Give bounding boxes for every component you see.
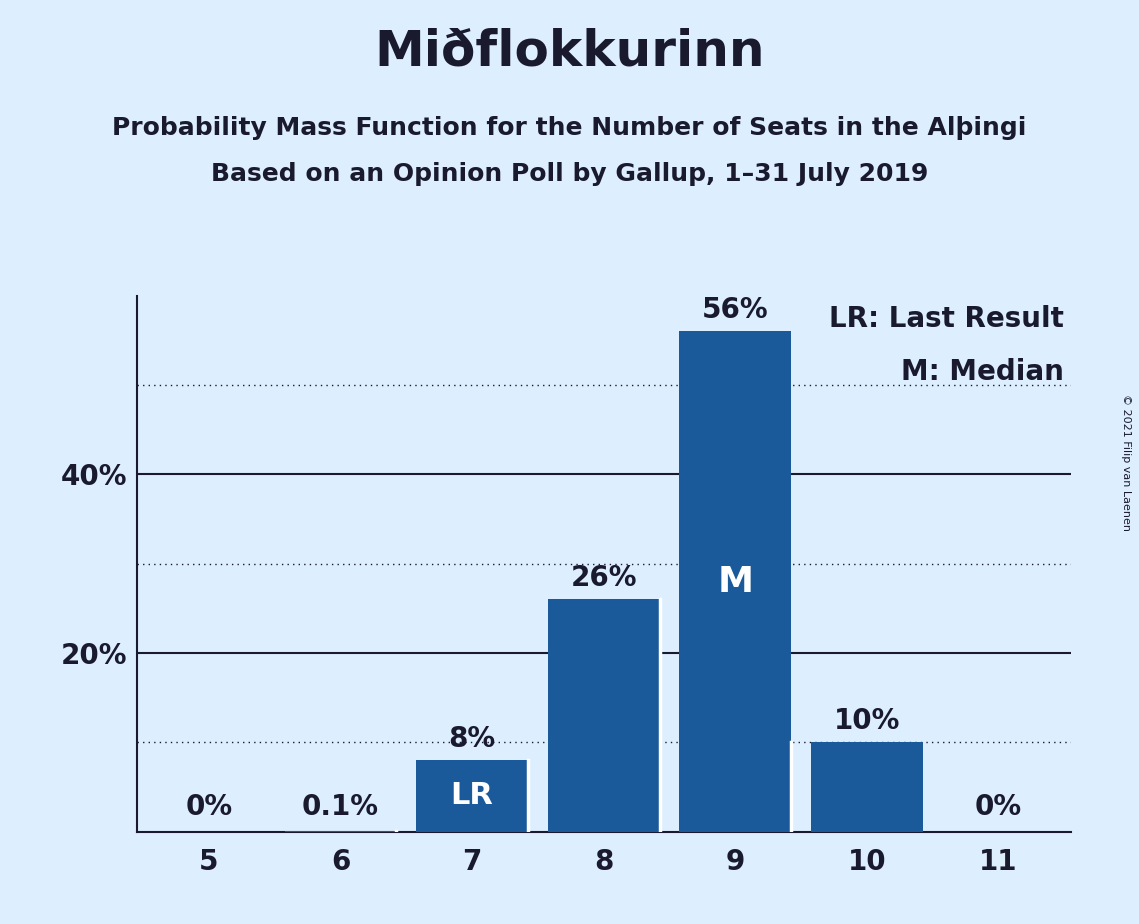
- Text: Based on an Opinion Poll by Gallup, 1–31 July 2019: Based on an Opinion Poll by Gallup, 1–31…: [211, 162, 928, 186]
- Bar: [416, 760, 528, 832]
- Text: LR: Last Result: LR: Last Result: [829, 305, 1064, 333]
- Text: M: Median: M: Median: [901, 359, 1064, 386]
- Bar: [548, 600, 659, 832]
- Bar: [811, 742, 923, 832]
- Text: M: M: [718, 565, 753, 599]
- Text: © 2021 Filip van Laenen: © 2021 Filip van Laenen: [1121, 394, 1131, 530]
- Text: LR: LR: [451, 782, 493, 810]
- Text: 10%: 10%: [834, 707, 900, 736]
- Text: 56%: 56%: [702, 297, 769, 324]
- Text: 26%: 26%: [571, 565, 637, 592]
- Text: 8%: 8%: [449, 725, 495, 753]
- Text: 0%: 0%: [975, 793, 1022, 821]
- Text: Probability Mass Function for the Number of Seats in the Alþingi: Probability Mass Function for the Number…: [113, 116, 1026, 140]
- Text: 0%: 0%: [186, 793, 232, 821]
- Text: Miðflokkurinn: Miðflokkurinn: [375, 28, 764, 76]
- Bar: [679, 332, 792, 832]
- Text: 0.1%: 0.1%: [302, 793, 379, 821]
